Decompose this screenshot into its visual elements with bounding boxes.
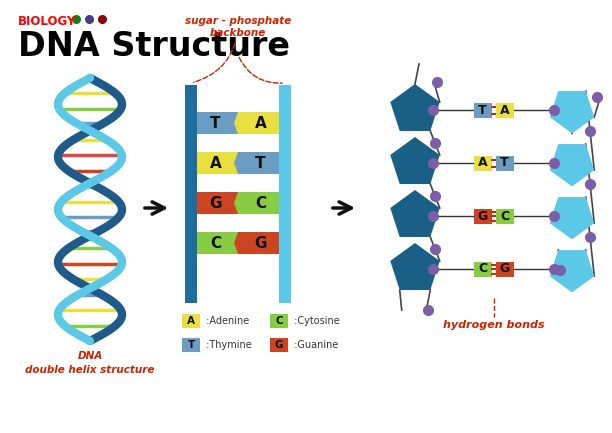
Text: C: C [275, 316, 283, 326]
Bar [474, 209, 491, 223]
Bar [496, 209, 513, 223]
Bar [496, 262, 513, 277]
Text: T: T [210, 116, 221, 130]
Text: G: G [209, 196, 222, 210]
Text: C: C [210, 236, 221, 251]
Polygon shape [550, 144, 594, 186]
Text: G: G [477, 210, 488, 223]
Polygon shape [390, 190, 440, 237]
Text: :Thymine: :Thymine [203, 340, 252, 350]
Text: A: A [209, 155, 222, 171]
Text: :Cytosine: :Cytosine [291, 316, 340, 326]
Bar [496, 103, 513, 117]
Bar [270, 338, 288, 352]
Text: T: T [187, 340, 195, 350]
Bar [496, 155, 513, 171]
Polygon shape [197, 232, 242, 254]
Bar [474, 103, 491, 117]
Polygon shape [197, 192, 242, 214]
Polygon shape [390, 84, 440, 131]
Text: A: A [499, 103, 509, 116]
Polygon shape [234, 152, 279, 174]
Polygon shape [234, 192, 279, 214]
Polygon shape [390, 243, 440, 290]
Bar [474, 155, 491, 171]
Polygon shape [550, 91, 594, 133]
Text: C: C [500, 210, 509, 223]
Polygon shape [550, 197, 594, 239]
Text: T: T [478, 103, 487, 116]
Polygon shape [390, 137, 440, 184]
Text: DNA
double helix structure: DNA double helix structure [25, 351, 155, 375]
Polygon shape [550, 250, 594, 292]
Text: DNA Structure: DNA Structure [18, 30, 290, 63]
Text: A: A [255, 116, 266, 130]
Text: G: G [275, 340, 283, 350]
Polygon shape [234, 112, 279, 134]
Text: T: T [255, 155, 266, 171]
Text: A: A [478, 156, 487, 169]
Text: hydrogen bonds: hydrogen bonds [442, 320, 544, 330]
Bar [474, 262, 491, 277]
Text: :Adenine: :Adenine [203, 316, 249, 326]
Text: G: G [499, 262, 510, 275]
Bar [182, 314, 200, 328]
Bar [182, 338, 200, 352]
Text: C: C [478, 262, 487, 275]
Polygon shape [234, 232, 279, 254]
Polygon shape [197, 152, 242, 174]
Bar [270, 314, 288, 328]
Bar [279, 85, 291, 303]
Polygon shape [197, 112, 242, 134]
Text: T: T [500, 156, 509, 169]
Text: sugar - phosphate
backbone: sugar - phosphate backbone [185, 16, 291, 82]
Text: C: C [255, 196, 266, 210]
Bar [185, 85, 197, 303]
Text: A: A [187, 316, 195, 326]
Text: G: G [255, 236, 267, 251]
Text: BIOLOGY: BIOLOGY [18, 15, 76, 28]
Text: :Guanine: :Guanine [291, 340, 338, 350]
